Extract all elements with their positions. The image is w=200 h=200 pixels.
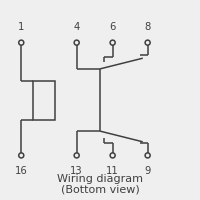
Text: 16: 16	[15, 166, 28, 176]
Text: Wiring diagram: Wiring diagram	[57, 174, 143, 184]
Bar	[33, 81, 55, 120]
Text: 4: 4	[74, 22, 80, 32]
Text: 9: 9	[144, 166, 151, 176]
Text: 8: 8	[145, 22, 151, 32]
Text: (Bottom view): (Bottom view)	[61, 185, 139, 195]
Text: 1: 1	[18, 22, 24, 32]
Text: 13: 13	[70, 166, 83, 176]
Text: 6: 6	[109, 22, 116, 32]
Text: 11: 11	[106, 166, 119, 176]
